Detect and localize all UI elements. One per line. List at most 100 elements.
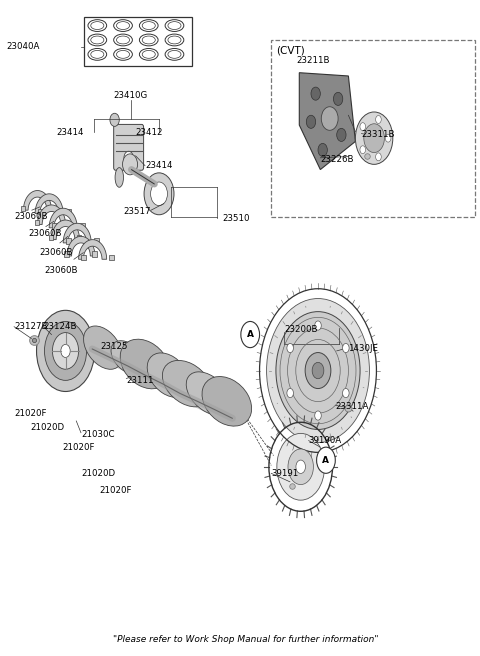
Text: 23127B: 23127B	[14, 322, 48, 331]
Polygon shape	[24, 190, 51, 210]
Circle shape	[306, 115, 316, 129]
Circle shape	[45, 321, 86, 380]
Polygon shape	[67, 236, 95, 256]
Text: 23060B: 23060B	[14, 213, 48, 221]
Text: A: A	[323, 456, 329, 464]
Text: 23412: 23412	[136, 129, 163, 137]
Ellipse shape	[162, 360, 212, 407]
Text: 21020F: 21020F	[62, 443, 95, 451]
Circle shape	[376, 115, 381, 123]
Circle shape	[343, 388, 349, 398]
Circle shape	[241, 321, 260, 348]
Circle shape	[312, 362, 324, 379]
Circle shape	[315, 411, 321, 420]
Polygon shape	[37, 205, 65, 224]
Bar	[21, 205, 25, 211]
Text: 39191: 39191	[271, 469, 299, 478]
Text: 23060B: 23060B	[28, 228, 61, 237]
Circle shape	[122, 154, 138, 174]
Text: 23111: 23111	[126, 376, 154, 385]
Ellipse shape	[120, 339, 170, 389]
Text: 23311A: 23311A	[336, 402, 369, 411]
Text: 23200B: 23200B	[284, 325, 317, 334]
Bar	[82, 255, 86, 260]
Text: 21020F: 21020F	[14, 409, 47, 418]
Text: 23060B: 23060B	[40, 248, 73, 257]
Text: 23226B: 23226B	[320, 155, 354, 163]
Text: 23040A: 23040A	[6, 42, 40, 51]
Circle shape	[110, 113, 120, 127]
Bar	[109, 255, 114, 260]
Circle shape	[355, 112, 393, 165]
Bar	[84, 17, 192, 66]
Text: 23410G: 23410G	[114, 91, 148, 100]
Bar	[271, 40, 475, 216]
Text: 23510: 23510	[222, 213, 250, 222]
Circle shape	[360, 146, 366, 154]
Circle shape	[287, 344, 293, 353]
Bar	[66, 238, 71, 243]
Bar	[94, 238, 99, 243]
Bar	[63, 220, 67, 225]
Polygon shape	[79, 239, 107, 259]
Bar	[49, 235, 53, 240]
Circle shape	[321, 107, 338, 131]
Text: 23211B: 23211B	[296, 56, 330, 66]
Text: 21020D: 21020D	[30, 423, 65, 432]
Circle shape	[317, 447, 336, 474]
Circle shape	[311, 87, 320, 100]
Text: 23517: 23517	[123, 207, 151, 216]
Text: A: A	[247, 330, 254, 339]
Text: 21020D: 21020D	[81, 469, 115, 478]
Bar	[80, 223, 84, 228]
Text: "Please refer to Work Shop Manual for further information": "Please refer to Work Shop Manual for fu…	[113, 634, 378, 644]
Bar	[48, 205, 53, 211]
Text: 1430JE: 1430JE	[348, 344, 378, 354]
Circle shape	[296, 460, 305, 474]
Text: 23124B: 23124B	[44, 322, 77, 331]
Bar	[64, 251, 69, 256]
Circle shape	[334, 92, 343, 106]
Circle shape	[52, 333, 79, 369]
Text: 21030C: 21030C	[81, 430, 114, 439]
Circle shape	[287, 388, 293, 398]
Circle shape	[364, 124, 384, 153]
Circle shape	[360, 123, 366, 131]
Circle shape	[151, 182, 168, 205]
Circle shape	[124, 152, 133, 165]
Bar	[77, 235, 81, 240]
Bar	[52, 223, 57, 228]
Bar	[92, 251, 97, 256]
Polygon shape	[63, 223, 91, 243]
Text: 23311B: 23311B	[361, 131, 395, 139]
Text: (CVT): (CVT)	[276, 45, 305, 55]
Bar	[66, 209, 71, 214]
Circle shape	[144, 173, 174, 215]
Ellipse shape	[186, 372, 230, 415]
Circle shape	[36, 310, 95, 392]
Text: 21020F: 21020F	[100, 486, 132, 495]
Circle shape	[61, 344, 70, 358]
Circle shape	[315, 321, 321, 330]
Circle shape	[376, 153, 381, 161]
Text: 23414: 23414	[145, 161, 172, 170]
Ellipse shape	[147, 353, 190, 398]
Ellipse shape	[115, 168, 123, 187]
Ellipse shape	[202, 377, 252, 426]
Text: 23125: 23125	[101, 342, 128, 351]
Text: 39190A: 39190A	[309, 436, 342, 445]
Circle shape	[276, 312, 360, 430]
Ellipse shape	[111, 340, 144, 374]
Circle shape	[343, 344, 349, 353]
Polygon shape	[300, 73, 355, 170]
Ellipse shape	[84, 326, 122, 369]
Bar	[35, 220, 39, 225]
Circle shape	[277, 434, 324, 500]
Text: 23414: 23414	[57, 129, 84, 137]
Circle shape	[266, 298, 370, 443]
Polygon shape	[35, 194, 63, 213]
Circle shape	[305, 352, 331, 388]
Circle shape	[385, 134, 391, 142]
Polygon shape	[51, 220, 80, 239]
Text: 23060B: 23060B	[45, 266, 78, 275]
